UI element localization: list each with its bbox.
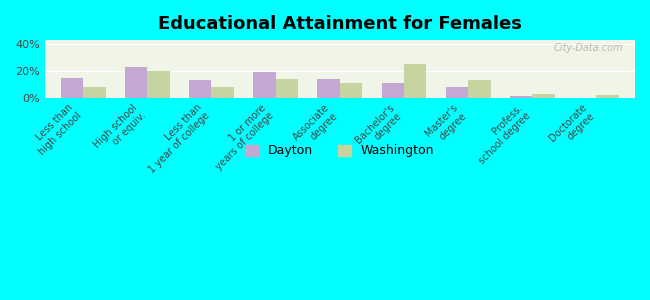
Title: Educational Attainment for Females: Educational Attainment for Females: [158, 15, 522, 33]
Text: City-Data.com: City-Data.com: [554, 43, 623, 53]
Bar: [189, 80, 211, 98]
Bar: [253, 72, 276, 98]
Bar: [404, 64, 426, 98]
Bar: [148, 71, 170, 98]
Bar: [60, 77, 83, 98]
Bar: [317, 79, 340, 98]
Bar: [211, 87, 234, 98]
Bar: [340, 83, 362, 98]
Bar: [83, 87, 105, 98]
Bar: [125, 67, 148, 98]
Bar: [510, 95, 532, 98]
Legend: Dayton, Washington: Dayton, Washington: [240, 140, 439, 162]
Bar: [446, 87, 468, 98]
Bar: [468, 80, 491, 98]
Bar: [597, 95, 619, 98]
Bar: [382, 83, 404, 98]
Bar: [532, 94, 555, 98]
Bar: [276, 79, 298, 98]
